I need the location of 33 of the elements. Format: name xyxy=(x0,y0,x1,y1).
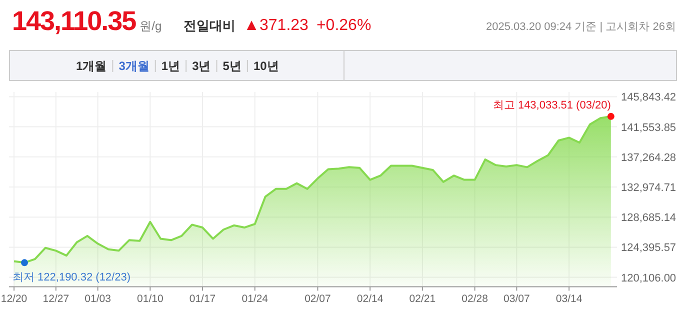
x-tick-label: 01/03 xyxy=(84,293,112,305)
text: 10년 xyxy=(253,59,279,73)
x-tick-label: 02/07 xyxy=(304,293,332,305)
text: 1개월 xyxy=(76,59,107,73)
x-tick-label: 02/21 xyxy=(409,293,436,305)
text: 3개월 xyxy=(118,59,150,73)
y-tick-label: 124,395.57 xyxy=(621,242,676,254)
y-tick-label: 128,685.14 xyxy=(621,212,676,224)
annotation: 최저 122,190.32 (12/23) xyxy=(12,272,131,284)
text: 1년 xyxy=(161,59,180,73)
x-tick-label: 01/17 xyxy=(189,293,216,305)
x-tick-label: 01/10 xyxy=(137,293,164,305)
x-tick-label: 02/28 xyxy=(462,293,488,305)
y-tick-label: 145,843.42 xyxy=(621,92,676,104)
text: 전일대비 xyxy=(184,18,236,33)
x-tick-label: 12/20 xyxy=(0,293,28,305)
text: 5년 xyxy=(222,59,242,73)
x-tick-label: 02/14 xyxy=(356,293,384,305)
y-tick-label: 141,553.85 xyxy=(621,122,676,134)
x-tick-label: 03/07 xyxy=(504,293,530,305)
x-tick-label: 03/14 xyxy=(556,293,582,305)
y-tick-label: 120,106.00 xyxy=(621,272,676,284)
text: 2025.03.20 09:24 기준 | 고시회차 26회 xyxy=(486,21,676,33)
text: ▲371.23 xyxy=(244,17,309,34)
text: 3년 xyxy=(192,59,211,73)
x-tick-label: 12/27 xyxy=(42,293,70,305)
annotation: 최고 143,033.51 (03/20) xyxy=(492,99,611,112)
x-tick-label: 01/24 xyxy=(242,293,268,305)
text: 원/g xyxy=(140,19,162,33)
y-tick-label: 137,264.28 xyxy=(621,152,676,164)
y-tick-label: 132,974.71 xyxy=(621,182,676,194)
chart-title: 143,110.35 xyxy=(12,6,137,36)
text: +0.26% xyxy=(316,17,372,34)
